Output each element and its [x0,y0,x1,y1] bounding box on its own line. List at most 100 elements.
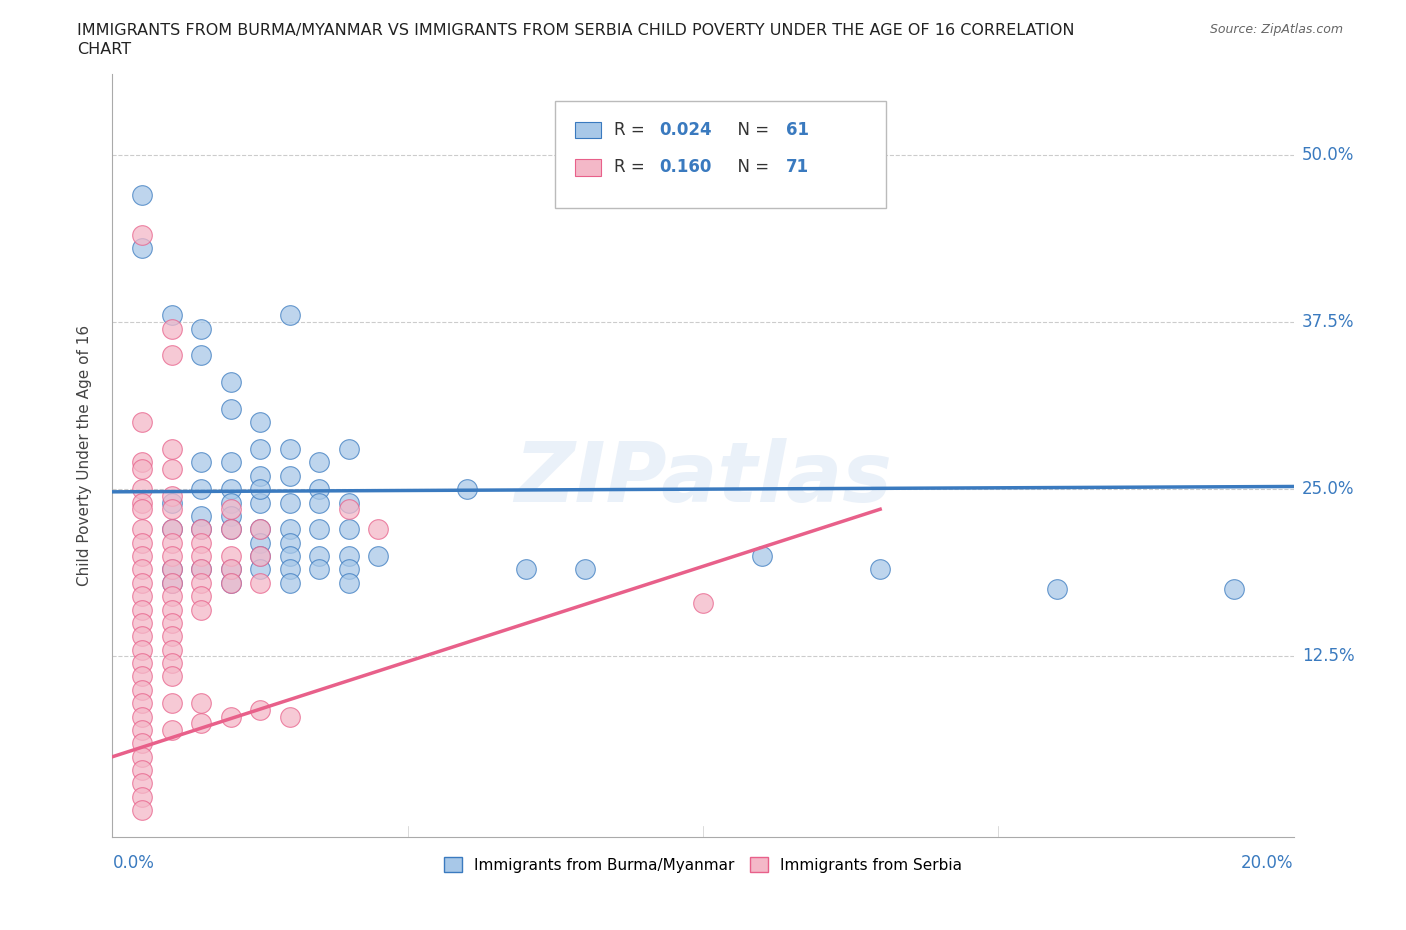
Point [190,536,212,551]
Point [278,536,301,551]
Point [219,375,242,390]
Text: IMMIGRANTS FROM BURMA/MYANMAR VS IMMIGRANTS FROM SERBIA CHILD POVERTY UNDER THE : IMMIGRANTS FROM BURMA/MYANMAR VS IMMIGRA… [77,23,1074,38]
Point [131,643,153,658]
Point [869,562,891,577]
Point [278,549,301,564]
Point [249,469,271,484]
Text: 61: 61 [786,121,808,140]
Point [131,750,153,764]
Point [160,562,183,577]
Point [249,442,271,457]
Point [367,522,389,537]
Point [131,536,153,551]
Point [160,495,183,510]
Point [249,522,271,537]
Text: 0.024: 0.024 [659,121,711,140]
Point [308,549,330,564]
Point [249,536,271,551]
Point [160,656,183,671]
Point [337,549,360,564]
Point [190,696,212,711]
Point [278,495,301,510]
Point [1046,582,1069,597]
Point [190,562,212,577]
Point [160,629,183,644]
Point [249,415,271,430]
Point [131,656,153,671]
Point [160,488,183,503]
Point [160,576,183,591]
Text: Source: ZipAtlas.com: Source: ZipAtlas.com [1209,23,1343,36]
Point [131,241,153,256]
Point [131,502,153,517]
Point [131,790,153,804]
Point [249,549,271,564]
Point [131,616,153,631]
Point [160,643,183,658]
Point [131,683,153,698]
Point [337,442,360,457]
Point [131,763,153,777]
Point [160,522,183,537]
Point [160,562,183,577]
Point [160,442,183,457]
Text: R =: R = [614,158,651,177]
Point [190,482,212,497]
Point [131,696,153,711]
Point [219,549,242,564]
Point [249,495,271,510]
Text: R =: R = [614,121,651,140]
Point [219,482,242,497]
Point [190,562,212,577]
Point [278,308,301,323]
Point [249,576,271,591]
Point [308,495,330,510]
Point [190,321,212,336]
Point [131,723,153,737]
Text: ZIPatlas: ZIPatlas [515,438,891,519]
Point [337,562,360,577]
Point [456,482,478,497]
Point [160,576,183,591]
Point [190,576,212,591]
Point [278,576,301,591]
Point [131,589,153,604]
Point [131,803,153,817]
Point [160,321,183,336]
Point [160,522,183,537]
Point [278,710,301,724]
Point [131,482,153,497]
Legend: Immigrants from Burma/Myanmar, Immigrants from Serbia: Immigrants from Burma/Myanmar, Immigrant… [437,851,969,879]
Point [692,595,714,610]
Text: N =: N = [727,121,773,140]
Point [219,455,242,470]
Point [249,702,271,717]
Point [308,482,330,497]
Text: 50.0%: 50.0% [1302,146,1354,164]
Point [190,549,212,564]
Point [131,629,153,644]
Point [160,536,183,551]
Point [131,455,153,470]
Point [308,522,330,537]
Point [219,562,242,577]
Point [131,415,153,430]
Point [190,455,212,470]
Point [249,549,271,564]
Point [337,502,360,517]
Point [219,710,242,724]
Point [160,669,183,684]
Point [160,461,183,476]
Point [249,482,271,497]
Point [278,562,301,577]
Point [160,616,183,631]
Point [574,562,596,577]
Point [190,522,212,537]
Point [219,576,242,591]
Point [131,549,153,564]
Point [131,495,153,510]
Point [190,602,212,617]
Point [160,696,183,711]
Point [190,509,212,524]
Point [337,522,360,537]
